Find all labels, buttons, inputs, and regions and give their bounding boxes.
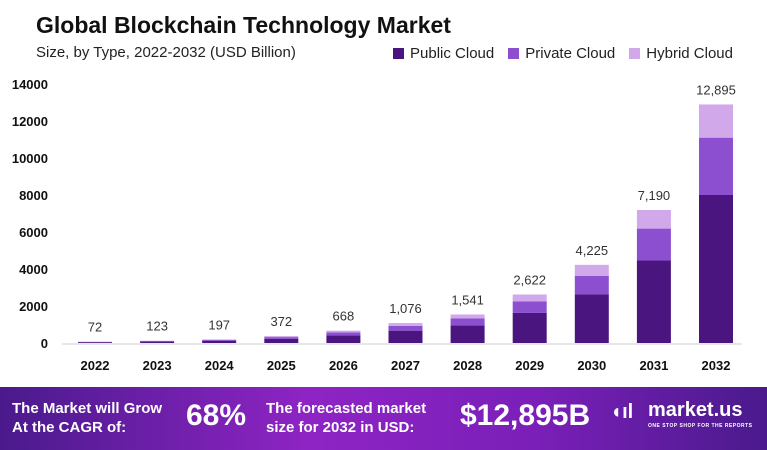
- x-tick-label: 2030: [577, 358, 606, 373]
- bar-segment-public-cloud: [388, 330, 423, 343]
- x-tick-label: 2025: [267, 358, 296, 373]
- x-tick-label: 2029: [515, 358, 544, 373]
- total-label: 7,190: [638, 188, 671, 203]
- total-label: 2,622: [513, 272, 546, 287]
- y-tick-label: 14000: [12, 77, 48, 92]
- bar-segment-private-cloud: [574, 275, 609, 295]
- y-tick-label: 8000: [19, 188, 48, 203]
- legend-label: Private Cloud: [525, 45, 616, 62]
- bar-segment-public-cloud: [450, 325, 485, 343]
- bar-segment-private-cloud: [140, 341, 175, 342]
- legend: Public Cloud Private Cloud Hybrid Cloud: [393, 45, 733, 62]
- cagr-text: The Market will Grow At the CAGR of:: [12, 400, 163, 436]
- bar-segment-private-cloud: [264, 337, 299, 339]
- legend-public: Public Cloud: [393, 45, 494, 62]
- bar-segment-private-cloud: [202, 339, 237, 341]
- banner: The Market will Grow At the CAGR of: 68% …: [0, 387, 767, 450]
- bar-segment-private-cloud: [699, 137, 733, 195]
- logo-icon: ◖ıl: [610, 401, 634, 423]
- bar-segment-hybrid-cloud: [699, 104, 733, 138]
- y-tick-label: 6000: [19, 225, 48, 240]
- bar-segment-hybrid-cloud: [326, 330, 361, 333]
- chart-subtitle: Size, by Type, 2022-2032 (USD Billion): [36, 44, 296, 61]
- bar-segment-hybrid-cloud: [636, 209, 671, 229]
- bar-segment-public-cloud: [264, 338, 299, 343]
- bar-segment-public-cloud: [636, 260, 671, 343]
- x-tick-label: 2028: [453, 358, 482, 373]
- bar-segment-public-cloud: [699, 195, 733, 343]
- legend-label: Hybrid Cloud: [646, 45, 733, 62]
- legend-private: Private Cloud: [508, 45, 615, 62]
- x-tick-label: 2023: [143, 358, 172, 373]
- x-tick-label: 2026: [329, 358, 358, 373]
- bar-segment-hybrid-cloud: [388, 323, 423, 326]
- cagr-value: 68%: [186, 399, 247, 432]
- legend-label: Public Cloud: [410, 45, 495, 62]
- bar-segment-private-cloud: [326, 332, 361, 336]
- total-label: 12,895: [696, 82, 736, 97]
- bar-segment-public-cloud: [574, 294, 609, 343]
- y-tick-label: 0: [41, 336, 48, 351]
- bar-segment-private-cloud: [512, 301, 547, 313]
- total-label: 72: [88, 320, 102, 335]
- chart-plot: 0 2000 4000 6000 8000 10000 12000 14000 72 2022 12…: [12, 77, 742, 373]
- total-label: 1,076: [389, 301, 422, 316]
- legend-hybrid: Hybrid Cloud: [629, 45, 733, 62]
- x-tick-label: 2032: [702, 358, 731, 373]
- x-tick-label: 2031: [639, 358, 668, 373]
- y-tick-label: 4000: [19, 262, 48, 277]
- bar-segment-hybrid-cloud: [512, 294, 547, 302]
- forecast-text: The forecasted market size for 2032 in US…: [266, 400, 427, 436]
- logo-tagline: ONE STOP SHOP FOR THE REPORTS: [648, 423, 753, 429]
- bar-segment-hybrid-cloud: [450, 314, 485, 319]
- y-tick-label: 2000: [19, 299, 48, 314]
- forecast-value: $12,895B: [460, 399, 591, 432]
- bar-segment-public-cloud: [202, 340, 237, 343]
- bar-segment-public-cloud: [326, 335, 361, 343]
- y-tick-label: 10000: [12, 151, 48, 166]
- y-tick-label: 12000: [12, 114, 48, 129]
- bar-segment-hybrid-cloud: [202, 339, 237, 340]
- x-tick-label: 2024: [205, 358, 235, 373]
- logo: market.us: [648, 399, 743, 421]
- bar-segment-public-cloud: [140, 341, 175, 343]
- bar-segment-private-cloud: [388, 325, 423, 331]
- total-label: 123: [146, 319, 168, 334]
- bar-segment-hybrid-cloud: [264, 336, 299, 338]
- bar-segment-private-cloud: [636, 228, 671, 261]
- bar-segment-private-cloud: [450, 318, 485, 326]
- bar-segment-public-cloud: [78, 342, 112, 343]
- total-label: 4,225: [576, 243, 609, 258]
- x-tick-label: 2022: [81, 358, 110, 373]
- chart-title: Global Blockchain Technology Market: [36, 12, 451, 38]
- bar-segment-hybrid-cloud: [574, 264, 609, 276]
- total-label: 372: [270, 314, 292, 329]
- x-tick-label: 2027: [391, 358, 420, 373]
- total-label: 1,541: [451, 292, 484, 307]
- total-label: 668: [333, 309, 355, 324]
- total-label: 197: [208, 317, 230, 332]
- bar-segment-public-cloud: [512, 312, 547, 343]
